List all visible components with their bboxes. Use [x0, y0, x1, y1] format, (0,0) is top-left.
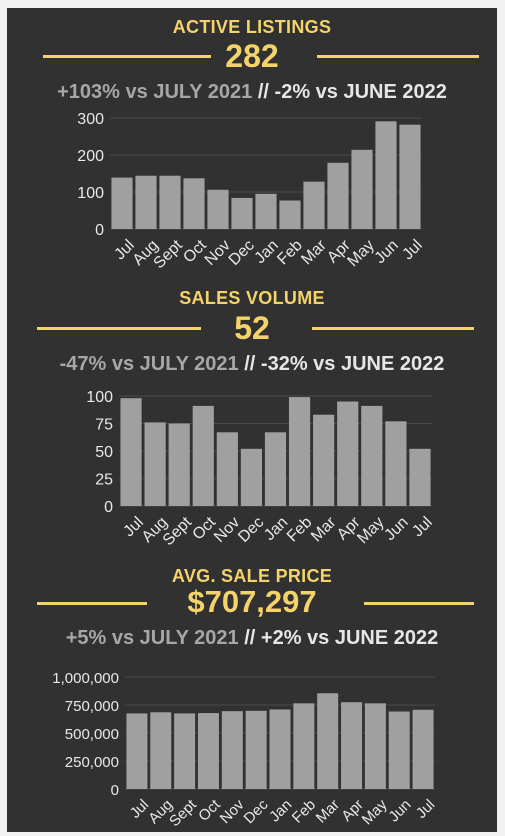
compare-separator: //: [244, 353, 256, 375]
comparison-line: +5% vs JULY 2021 // +2% vs JUNE 2022: [7, 627, 497, 650]
compare-year: +5% vs JULY 2021: [65, 627, 239, 649]
y-tick-label: 75: [95, 417, 113, 434]
y-tick-label: 50: [95, 444, 113, 461]
comparison-line: -47% vs JULY 2021 // -32% vs JUNE 2022: [7, 353, 497, 376]
y-tick-label: 200: [77, 148, 104, 165]
section-title: AVG. SALE PRICE: [171, 566, 333, 586]
bar: [192, 405, 214, 506]
bar: [279, 200, 301, 229]
bar: [269, 709, 291, 789]
avg-sale-price-chart: 0250,000500,000750,0001,000,000JulAugSep…: [52, 670, 439, 830]
y-tick-label: 500,000: [65, 726, 119, 743]
bar: [375, 121, 397, 229]
y-tick-label: 0: [111, 782, 119, 799]
bar: [351, 149, 373, 229]
y-tick-label: 100: [86, 389, 113, 406]
bar: [264, 432, 287, 506]
compare-separator: //: [244, 627, 256, 649]
bar: [174, 713, 196, 789]
bar: [313, 414, 335, 506]
headline-value: 52: [234, 310, 270, 346]
y-tick-label: 100: [77, 185, 104, 202]
y-tick-label: 1,000,000: [52, 670, 119, 687]
bar: [216, 432, 238, 506]
bar: [245, 710, 267, 789]
comparison-line: +103% vs JULY 2021 // -2% vs JUNE 2022: [7, 81, 497, 104]
x-tick-label: Jul: [409, 514, 435, 540]
compare-month: -32% vs JUNE 2022: [260, 353, 445, 375]
x-tick-label: Jan: [266, 796, 295, 825]
bar: [197, 713, 219, 789]
bar: [144, 422, 166, 506]
bar: [159, 175, 181, 229]
x-tick-label: Oct: [195, 796, 224, 825]
x-tick-label: Jan: [261, 514, 291, 544]
bar: [207, 189, 229, 229]
x-tick-label: Jun: [382, 514, 412, 544]
compare-year: +103% vs JULY 2021: [57, 81, 253, 103]
bar: [337, 401, 359, 506]
y-tick-label: 750,000: [65, 698, 119, 715]
bar: [293, 703, 315, 789]
bar: [168, 423, 190, 506]
y-tick-label: 0: [95, 222, 104, 239]
y-tick-label: 25: [95, 472, 113, 489]
bar: [183, 178, 205, 229]
divider-right: [317, 55, 479, 58]
bar: [135, 175, 157, 229]
bar: [231, 197, 253, 229]
divider-right: [364, 602, 474, 605]
bar: [120, 398, 142, 506]
y-tick-label: 0: [104, 499, 113, 516]
bar: [388, 711, 410, 789]
compare-month: +2% vs JUNE 2022: [260, 627, 439, 649]
divider-left: [37, 327, 201, 330]
bar: [409, 448, 431, 506]
compare-separator: //: [257, 81, 269, 103]
divider-right: [312, 327, 474, 330]
bar: [317, 693, 339, 789]
y-tick-label: 250,000: [65, 754, 119, 771]
bar: [221, 711, 243, 789]
headline-value: 282: [225, 38, 279, 74]
sales-volume-chart: 0255075100JulAugSeptOctNovDecJanFebMarAp…: [86, 389, 436, 549]
bar: [341, 702, 363, 789]
divider-left: [43, 55, 211, 58]
bar: [240, 448, 263, 506]
bar: [111, 177, 133, 229]
section-title: ACTIVE LISTINGS: [172, 17, 332, 37]
headline-value: $707,297: [187, 584, 317, 619]
bar: [412, 709, 434, 789]
divider-left: [37, 602, 147, 605]
bar: [385, 421, 407, 506]
y-tick-label: 300: [77, 111, 104, 128]
x-tick-label: Jun: [372, 237, 402, 267]
x-tick-label: Jun: [385, 796, 414, 825]
compare-month: -2% vs JUNE 2022: [274, 81, 447, 103]
bar: [126, 713, 148, 789]
bar: [303, 181, 325, 229]
bar: [364, 703, 386, 789]
x-tick-label: Jul: [413, 796, 439, 822]
compare-year: -47% vs JULY 2021: [59, 353, 239, 375]
bar: [288, 397, 311, 506]
active-listings-chart: 0100200300JulAugSeptOctNovDecJanFebMarAp…: [77, 111, 426, 272]
bar: [399, 124, 421, 229]
dashboard-panel: ACTIVE LISTINGS 282 +103% vs JULY 2021 /…: [7, 8, 497, 832]
x-tick-label: Jul: [399, 237, 425, 263]
section-title: SALES VOLUME: [179, 288, 325, 308]
bar: [361, 405, 383, 506]
bar: [327, 162, 349, 229]
bar: [255, 193, 277, 229]
bar: [150, 712, 172, 789]
